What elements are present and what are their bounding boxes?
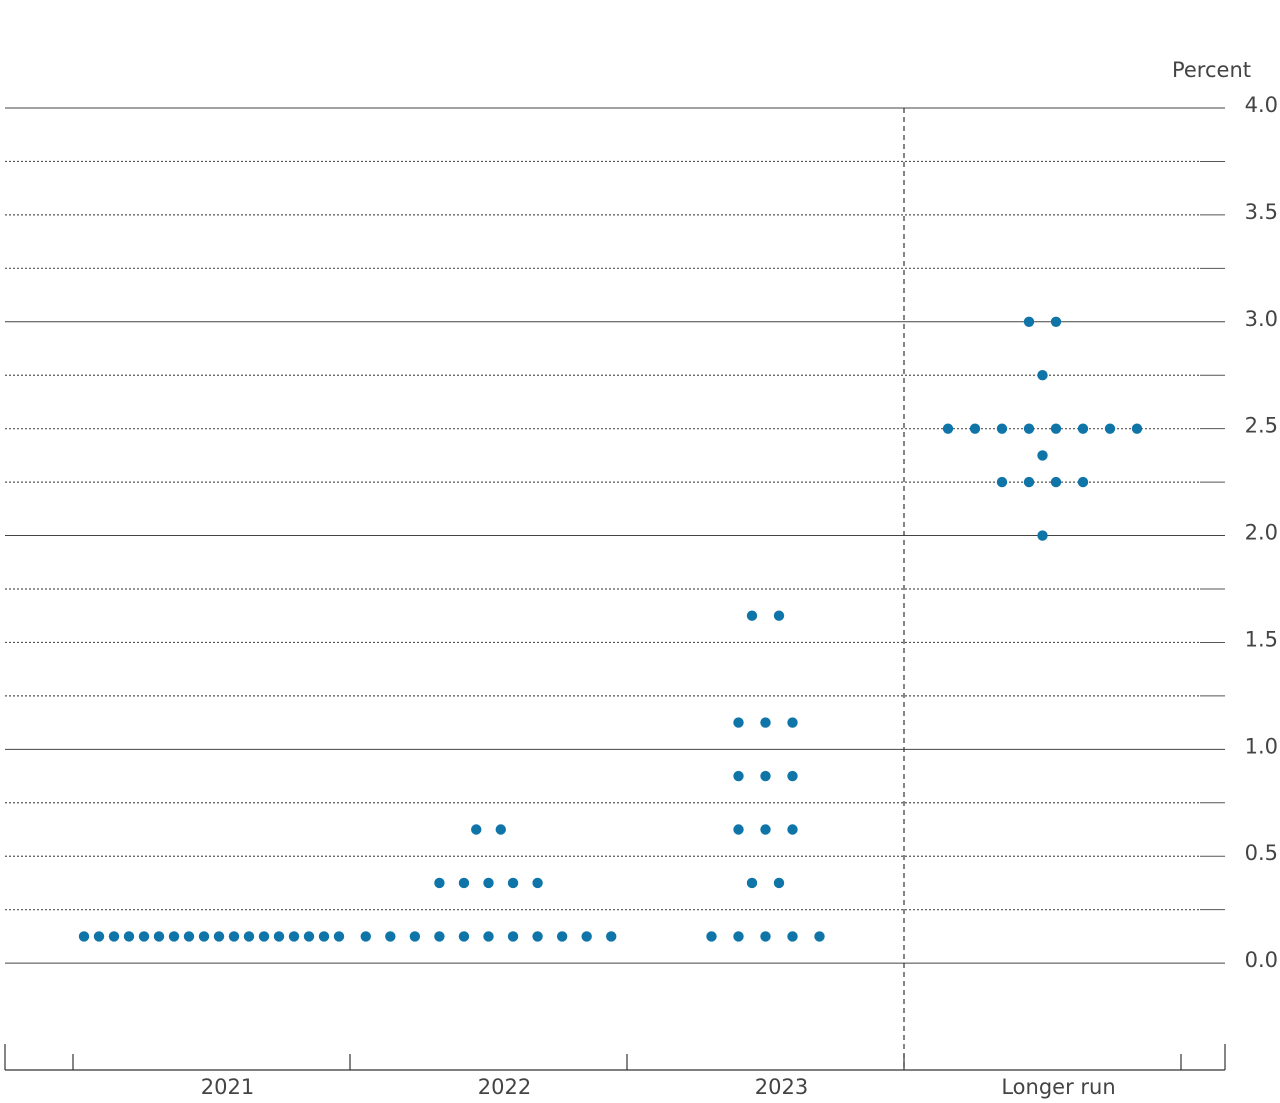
dot — [969, 423, 981, 434]
dot — [1037, 450, 1048, 461]
dot — [273, 931, 285, 942]
dot — [556, 931, 568, 942]
dot — [213, 931, 225, 942]
y-tick-label: 4.0 — [1245, 93, 1278, 117]
dot — [760, 717, 771, 728]
dot — [495, 824, 506, 835]
x-tick-label: 2022 — [478, 1075, 531, 1099]
dot — [706, 931, 717, 942]
x-tick-label: Longer run — [1001, 1075, 1115, 1099]
dot — [228, 931, 240, 942]
dot — [288, 931, 300, 942]
dot — [138, 931, 150, 942]
dot — [258, 931, 270, 942]
dot — [385, 931, 396, 942]
y-tick-label: 0.5 — [1245, 841, 1278, 865]
dot — [153, 931, 165, 942]
dot — [773, 877, 785, 889]
dot — [787, 931, 798, 942]
dot — [787, 770, 798, 782]
dot — [532, 931, 543, 942]
dot — [93, 931, 105, 942]
dot — [746, 877, 758, 889]
dot — [183, 931, 195, 942]
dot — [243, 931, 255, 942]
y-tick-label: 3.0 — [1245, 307, 1278, 331]
x-tick-label: 2021 — [201, 1075, 254, 1099]
dot — [108, 931, 120, 942]
dot — [123, 931, 135, 942]
dot — [360, 931, 371, 942]
dot — [78, 931, 90, 942]
dot — [733, 824, 744, 835]
dot — [1050, 423, 1062, 434]
dot — [1131, 423, 1143, 434]
x-tick-label: 2023 — [755, 1075, 808, 1099]
dot — [458, 931, 470, 942]
dot — [773, 610, 785, 621]
dot — [483, 877, 494, 889]
dot — [458, 877, 470, 889]
dot — [1050, 316, 1062, 327]
dot — [1037, 370, 1048, 381]
dot — [471, 824, 482, 835]
dot — [787, 824, 798, 835]
y-tick-label: 1.0 — [1245, 734, 1278, 758]
dot — [1023, 476, 1035, 488]
dot — [1077, 423, 1089, 434]
dot — [733, 717, 744, 728]
y-tick-label: 3.5 — [1245, 200, 1278, 224]
dot — [1037, 530, 1048, 541]
dot — [434, 877, 445, 889]
dot — [746, 610, 758, 621]
dot — [434, 931, 445, 942]
dot — [581, 931, 592, 942]
dot — [409, 931, 421, 942]
dot — [760, 770, 771, 782]
dot — [760, 824, 771, 835]
y-tick-label: 2.5 — [1245, 414, 1278, 438]
dot — [1104, 423, 1116, 434]
dot — [760, 931, 771, 942]
dot — [318, 931, 330, 942]
dot — [606, 931, 617, 942]
dot — [198, 931, 210, 942]
dot — [1023, 423, 1035, 434]
dot — [507, 877, 519, 889]
dot — [787, 717, 798, 728]
dot — [1050, 476, 1062, 488]
y-tick-label: 2.0 — [1245, 521, 1278, 545]
dot — [333, 931, 345, 942]
dot — [942, 423, 954, 434]
y-axis-label: Percent — [1172, 58, 1251, 82]
dot — [996, 423, 1008, 434]
y-tick-label: 0.0 — [1245, 948, 1278, 972]
dot — [483, 931, 494, 942]
dot — [507, 931, 519, 942]
dot — [733, 770, 744, 782]
dot — [814, 931, 825, 942]
dot — [303, 931, 315, 942]
y-tick-label: 1.5 — [1245, 627, 1278, 651]
dot — [532, 877, 543, 889]
dot — [733, 931, 744, 942]
dot — [168, 931, 180, 942]
dot — [1077, 476, 1089, 488]
dot — [996, 476, 1008, 488]
dot — [1023, 316, 1035, 327]
